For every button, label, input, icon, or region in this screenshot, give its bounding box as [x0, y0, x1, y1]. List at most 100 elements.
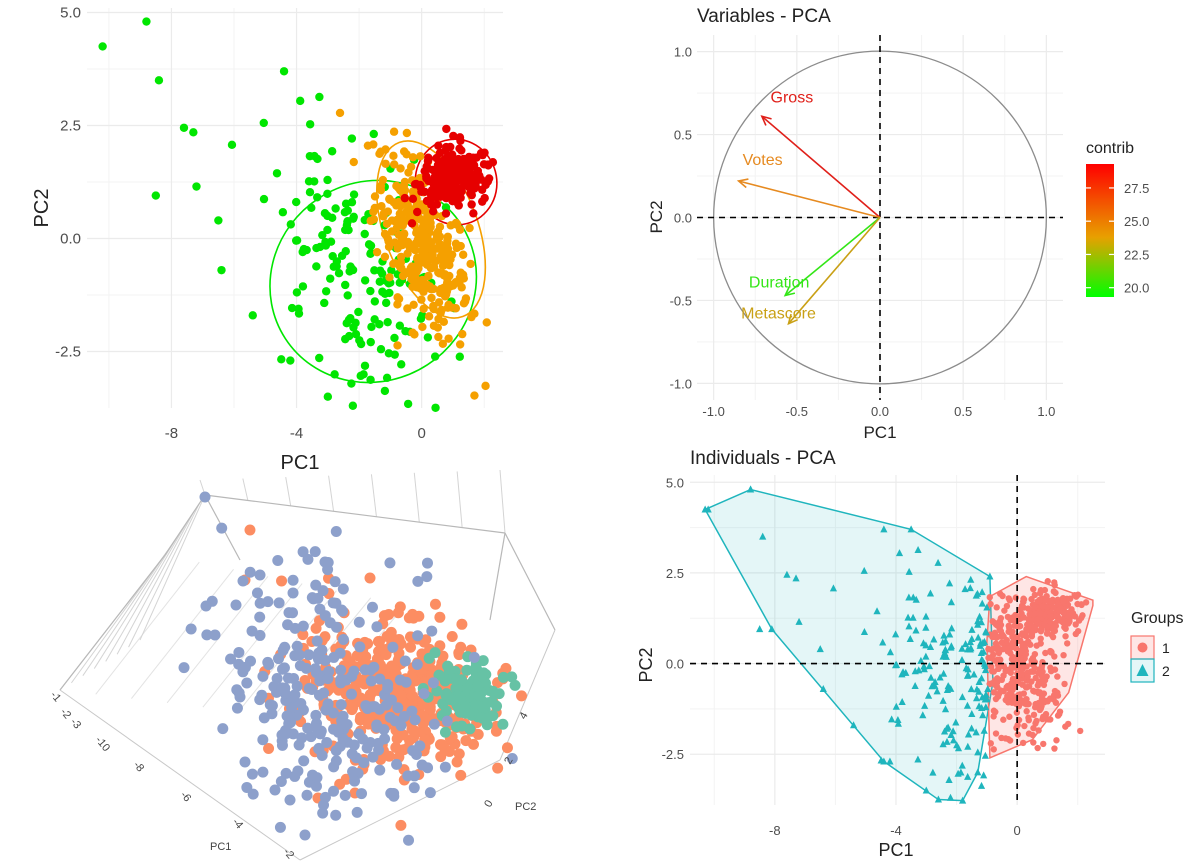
data-point-group-2: [905, 622, 913, 630]
data-point: [387, 227, 397, 236]
data-point-group-2: [967, 575, 975, 583]
data-point-group-2: [756, 625, 764, 633]
data-point-group-2: [925, 662, 933, 670]
data-point-3d: [254, 597, 266, 609]
data-point: [396, 252, 406, 262]
data-point: [343, 217, 352, 226]
data-point-3d: [347, 766, 359, 778]
data-point: [286, 356, 295, 365]
data-point-group-2: [922, 623, 930, 631]
data-point: [434, 165, 444, 174]
data-point-group-1: [1009, 640, 1017, 647]
data-point-group-1: [1013, 622, 1021, 630]
data-point: [376, 147, 385, 156]
data-point: [403, 399, 413, 409]
data-point: [369, 129, 378, 139]
data-point-3d: [490, 725, 502, 737]
data-point-3d: [460, 735, 472, 747]
data-point-3d: [319, 556, 331, 568]
grid-line-3d: [328, 475, 335, 512]
data-point-group-1: [1043, 630, 1051, 637]
data-point: [419, 304, 428, 313]
data-point-group-1: [1020, 614, 1028, 621]
data-point: [451, 218, 461, 228]
data-point-3d: [216, 522, 228, 534]
data-point: [377, 201, 386, 211]
data-point-group-1: [1036, 689, 1043, 696]
data-point-group-2: [943, 737, 951, 745]
data-point-group-2: [880, 525, 888, 533]
y-tick-label: -0.5: [670, 293, 692, 308]
data-point: [413, 207, 422, 217]
data-point-group-2: [860, 627, 869, 635]
data-point-3d: [337, 633, 349, 645]
data-point-3d: [394, 601, 406, 613]
data-point-group-1: [1031, 610, 1039, 617]
data-point: [347, 263, 356, 273]
data-point-3d: [351, 806, 363, 818]
colorbar-tick-label: 27.5: [1124, 181, 1149, 196]
data-point: [413, 278, 423, 287]
data-point: [439, 246, 448, 255]
data-point: [434, 141, 443, 150]
grid-line-3d: [105, 520, 189, 662]
data-point-group-2: [942, 637, 950, 645]
data-point-3d: [239, 661, 251, 673]
data-point-group-2: [905, 567, 913, 575]
data-point: [349, 323, 358, 332]
y-tick-label: 5.0: [60, 5, 81, 22]
data-point-group-2: [984, 685, 992, 693]
data-point: [347, 379, 356, 388]
data-point-group-1: [1021, 645, 1029, 652]
data-point-group-1: [1006, 597, 1013, 604]
data-point: [435, 189, 445, 199]
data-point-3d: [330, 755, 342, 767]
data-point: [391, 259, 400, 268]
data-point-3d: [199, 491, 211, 503]
data-point: [312, 262, 321, 271]
data-point: [424, 271, 433, 281]
data-point-3d: [395, 819, 407, 831]
data-point-3d: [294, 660, 306, 672]
data-point: [305, 151, 315, 161]
grid-line-3d: [285, 477, 292, 506]
data-point: [370, 192, 380, 201]
data-point-group-1: [1012, 697, 1020, 705]
data-point: [312, 243, 321, 253]
data-point-3d: [427, 677, 439, 689]
data-point-3d: [275, 776, 287, 788]
data-point-3d: [424, 787, 436, 799]
data-point-3d: [372, 636, 384, 648]
data-point-3d: [217, 723, 229, 735]
tick-label-3d: 4: [517, 710, 530, 721]
y-tick-label: 5.0: [666, 475, 684, 490]
data-point: [323, 189, 332, 198]
data-point-3d: [306, 592, 318, 604]
data-point-group-2: [888, 715, 896, 723]
axis-edge-3d: [499, 629, 556, 761]
data-point-3d: [403, 612, 415, 624]
data-point-group-2: [912, 626, 920, 634]
data-point: [481, 381, 490, 391]
data-point: [380, 252, 390, 262]
panel-variables-pca: Gross Votes Duration Metascore -1.0 -0.5 0.0 0…: [647, 6, 1149, 442]
data-point: [478, 150, 487, 159]
data-point-3d: [487, 685, 499, 697]
data-point: [455, 133, 465, 142]
data-point: [430, 352, 440, 361]
y-tick-label: -2.5: [662, 747, 684, 762]
data-point: [360, 361, 370, 370]
zero-lines-individuals-pca: [690, 475, 1105, 805]
data-point-group-1: [1016, 663, 1024, 671]
data-point-group-2: [964, 742, 972, 750]
data-point: [408, 153, 418, 162]
data-point-3d: [435, 751, 447, 763]
grid-line-3d: [413, 472, 420, 523]
data-point: [439, 317, 449, 327]
data-point: [347, 134, 357, 143]
data-point-group-1: [1034, 598, 1041, 605]
data-point-group-2: [975, 677, 983, 685]
grid-line-3d: [202, 583, 303, 708]
x-tick-label: -8: [769, 823, 781, 838]
data-point-3d: [201, 629, 213, 641]
